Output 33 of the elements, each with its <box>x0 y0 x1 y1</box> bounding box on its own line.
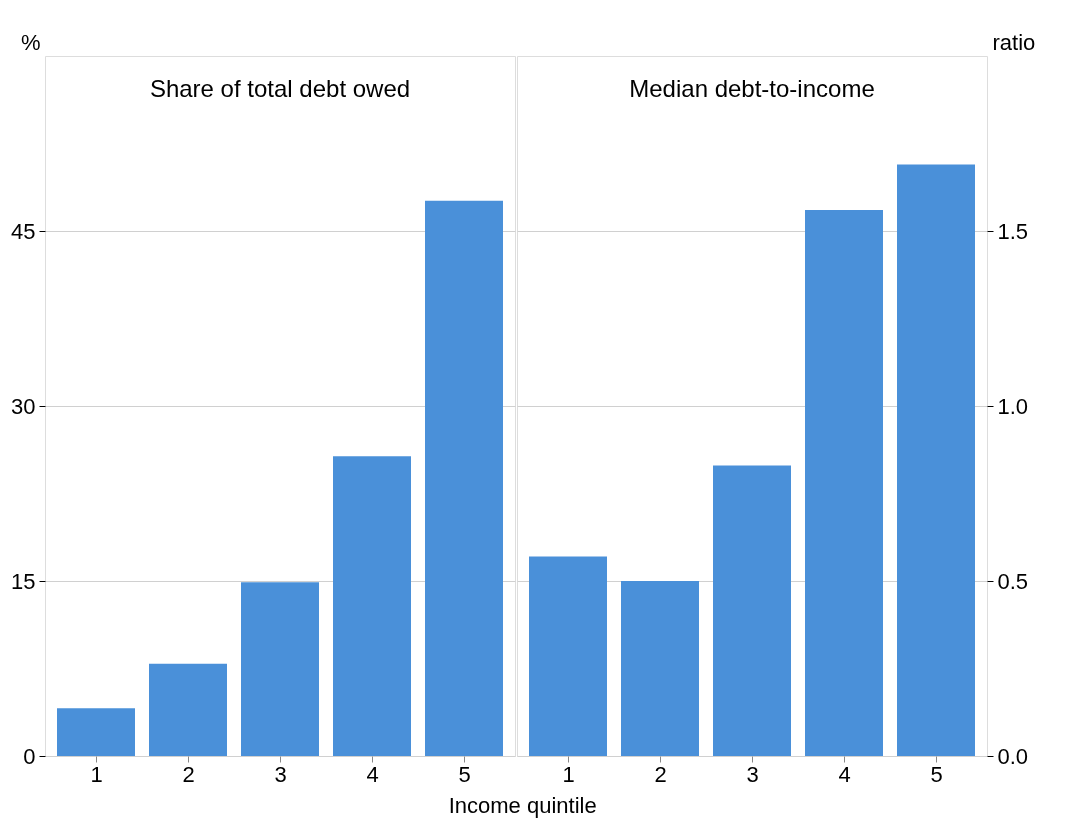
bar <box>621 581 699 756</box>
bar <box>333 456 411 756</box>
y-tick-label: 15 <box>11 568 36 594</box>
bar <box>805 210 883 756</box>
x-tick-label: 2 <box>654 761 667 787</box>
x-tick-label: 1 <box>562 761 575 787</box>
x-axis-title: Income quintile <box>448 792 597 818</box>
bar <box>57 708 135 756</box>
x-tick-label: 3 <box>274 761 287 787</box>
y-tick-label: 1.0 <box>997 393 1029 419</box>
x-tick-label: 1 <box>90 761 103 787</box>
x-tick-label: 5 <box>930 761 943 787</box>
y-tick-label: 45 <box>11 218 36 244</box>
bar <box>897 164 975 756</box>
y-tick-label: 0.0 <box>997 743 1029 769</box>
y-tick-label: 0 <box>23 743 36 769</box>
bar <box>149 663 227 756</box>
x-tick-label: 4 <box>838 761 851 787</box>
y-tick-label: 0.5 <box>997 568 1029 594</box>
x-tick-label: 3 <box>746 761 759 787</box>
bar <box>425 200 503 756</box>
y-axis-title: % <box>20 29 41 55</box>
y-axis-title: ratio <box>992 29 1036 55</box>
y-tick-label: 30 <box>11 393 36 419</box>
x-tick-label: 4 <box>366 761 379 787</box>
x-tick-label: 2 <box>182 761 195 787</box>
y-tick-label: 1.5 <box>997 218 1029 244</box>
bar <box>529 556 607 756</box>
x-tick-label: 5 <box>458 761 471 787</box>
text: Median debt-to-income <box>629 75 875 102</box>
bar <box>241 582 319 756</box>
bar <box>713 465 791 756</box>
text: Share of total debt owed <box>149 75 411 102</box>
